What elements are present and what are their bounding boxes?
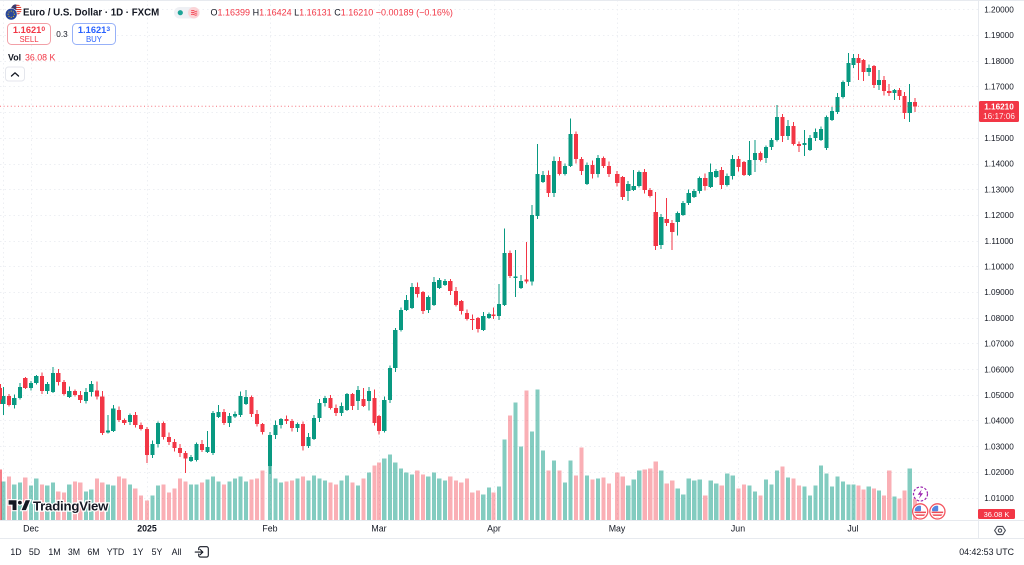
svg-text:1.16213: 1.16213 (78, 25, 110, 35)
svg-text:04:42:53 UTC: 04:42:53 UTC (959, 547, 1014, 557)
svg-text:Jul: Jul (847, 524, 858, 534)
svg-text:1.10000: 1.10000 (984, 263, 1014, 272)
svg-text:Feb: Feb (262, 524, 277, 534)
svg-text:Mar: Mar (371, 524, 386, 534)
svg-text:1.06000: 1.06000 (984, 365, 1014, 374)
svg-text:1.03000: 1.03000 (984, 442, 1014, 451)
svg-text:1.05000: 1.05000 (984, 391, 1014, 400)
svg-text:BUY: BUY (86, 35, 103, 44)
svg-text:1.02000: 1.02000 (984, 468, 1014, 477)
svg-text:1M: 1M (48, 547, 60, 557)
svg-text:1.15000: 1.15000 (984, 134, 1014, 143)
svg-text:Euro / U.S. Dollar · 1D · FXCM: Euro / U.S. Dollar · 1D · FXCM (23, 8, 159, 19)
svg-text:5D: 5D (29, 547, 40, 557)
svg-text:YTD: YTD (107, 547, 125, 557)
svg-text:All: All (172, 547, 182, 557)
svg-text:Jun: Jun (731, 524, 745, 534)
svg-text:1.04000: 1.04000 (984, 417, 1014, 426)
svg-text:TradingView: TradingView (33, 499, 109, 514)
svg-text:3M: 3M (68, 547, 80, 557)
svg-text:1.08000: 1.08000 (984, 314, 1014, 323)
svg-text:1.09000: 1.09000 (984, 288, 1014, 297)
svg-text:1D: 1D (10, 547, 21, 557)
svg-text:Dec: Dec (23, 524, 39, 534)
svg-text:Apr: Apr (487, 524, 501, 534)
svg-text:36.08 K: 36.08 K (25, 53, 55, 63)
svg-text:1.01000: 1.01000 (984, 494, 1014, 503)
svg-text:Vol: Vol (8, 53, 21, 63)
svg-text:1.16210: 1.16210 (984, 103, 1014, 112)
svg-text:1.16210: 1.16210 (13, 25, 45, 35)
svg-text:1.13000: 1.13000 (984, 185, 1014, 194)
svg-text:36.08 K: 36.08 K (984, 510, 1010, 519)
svg-text:1.14000: 1.14000 (984, 160, 1014, 169)
svg-text:1.19000: 1.19000 (984, 31, 1014, 40)
svg-text:1.11000: 1.11000 (985, 237, 1014, 246)
svg-text:1.20000: 1.20000 (984, 6, 1014, 15)
svg-text:May: May (609, 524, 626, 534)
svg-text:2025: 2025 (137, 524, 157, 534)
svg-text:6M: 6M (87, 547, 99, 557)
svg-text:1.07000: 1.07000 (984, 340, 1014, 349)
svg-text:1.17000: 1.17000 (984, 83, 1014, 92)
svg-text:1.18000: 1.18000 (984, 57, 1014, 66)
svg-text:1Y: 1Y (133, 547, 144, 557)
svg-text:5Y: 5Y (152, 547, 163, 557)
svg-text:O1.16399 H1.16424 L1.16131 C1.: O1.16399 H1.16424 L1.16131 C1.16210 −0.0… (211, 8, 453, 18)
svg-text:SELL: SELL (19, 35, 39, 44)
svg-text:0.3: 0.3 (56, 30, 68, 39)
svg-text:16:17:06: 16:17:06 (983, 112, 1015, 121)
svg-text:1.12000: 1.12000 (984, 211, 1014, 220)
